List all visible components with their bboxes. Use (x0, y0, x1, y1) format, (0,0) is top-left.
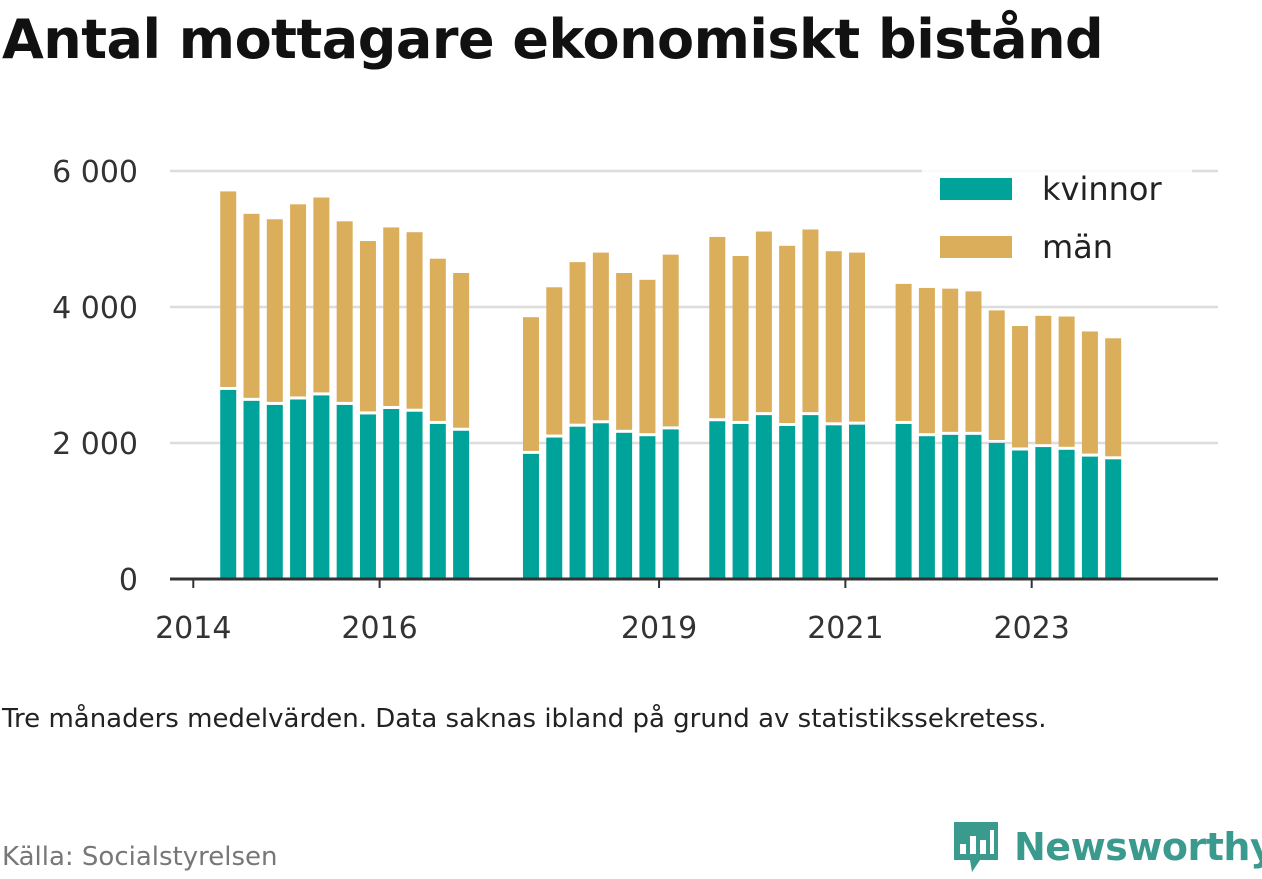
y-tick-label: 6 000 (52, 155, 138, 190)
bar-kvinnor (1105, 459, 1122, 579)
bar-man (522, 317, 539, 451)
bar-man (942, 288, 959, 432)
bar-chart: 0 2 000 4 000 6 000 2014 2016 2019 2021 2023 kv… (52, 155, 1218, 646)
bar-man (383, 227, 400, 406)
bar-kvinnor (569, 426, 586, 579)
bar-man (662, 254, 679, 427)
bar-kvinnor (546, 437, 563, 579)
bar-man (243, 213, 260, 398)
bar-kvinnor (732, 423, 749, 579)
bar-man (825, 251, 842, 423)
bar-kvinnor (290, 399, 307, 579)
bar-man (755, 231, 772, 413)
y-tick-label: 4 000 (52, 291, 138, 326)
bar-man (1081, 331, 1098, 454)
bar-man (988, 310, 1005, 440)
bar-man (1105, 338, 1122, 457)
bar-man (709, 236, 726, 419)
bar-kvinnor (313, 395, 330, 579)
bar-kvinnor (662, 429, 679, 579)
bar-man (732, 256, 749, 421)
bar-kvinnor (359, 414, 376, 579)
newsworthy-logo-icon (954, 822, 998, 872)
x-tick-label: 2023 (994, 611, 1070, 646)
bar-kvinnor (825, 425, 842, 579)
bar-kvinnor (709, 421, 726, 579)
bar-man (895, 283, 912, 421)
bar-kvinnor (918, 436, 935, 579)
bar-kvinnor (1035, 447, 1052, 579)
bar-man (849, 252, 866, 422)
bar-man (220, 191, 237, 387)
bar-man (639, 279, 656, 434)
bar-kvinnor (965, 434, 982, 579)
bar-kvinnor (895, 423, 912, 579)
bar-man (406, 232, 423, 409)
bars (220, 191, 1122, 579)
bar-man (965, 291, 982, 432)
legend-label: kvinnor (1042, 170, 1163, 208)
bar-kvinnor (592, 423, 609, 579)
bar-kvinnor (522, 453, 539, 579)
y-axis-labels: 0 2 000 4 000 6 000 (52, 155, 138, 598)
legend-swatch (940, 236, 1012, 258)
bar-kvinnor (802, 415, 819, 579)
bar-man (616, 273, 633, 430)
bar-kvinnor (336, 404, 353, 579)
bar-kvinnor (1081, 456, 1098, 579)
bar-kvinnor (1058, 449, 1075, 579)
y-tick-label: 0 (119, 563, 138, 598)
bar-kvinnor (406, 411, 423, 579)
bar-man (1035, 315, 1052, 445)
x-tick-label: 2016 (341, 611, 417, 646)
bar-kvinnor (429, 423, 446, 579)
bar-man (359, 241, 376, 412)
bar-man (592, 252, 609, 421)
bar-man (779, 245, 796, 423)
bar-kvinnor (988, 443, 1005, 579)
bar-man (1058, 316, 1075, 447)
bar-man (1012, 326, 1029, 448)
brand[interactable]: Newsworthy (950, 818, 1262, 876)
bar-man (290, 204, 307, 397)
bar-kvinnor (453, 430, 470, 579)
bar-kvinnor (243, 400, 260, 579)
bar-man (918, 287, 935, 434)
bar-kvinnor (942, 434, 959, 579)
bar-man (802, 229, 819, 413)
bar-man (569, 262, 586, 424)
source-label: Källa: Socialstyrelsen (2, 842, 278, 872)
x-tick-label: 2019 (621, 611, 697, 646)
x-axis: 2014 2016 2019 2021 2023 (155, 577, 1218, 646)
bar-man (313, 197, 330, 393)
bar-man (429, 258, 446, 421)
bar-kvinnor (1012, 450, 1029, 579)
bar-kvinnor (383, 409, 400, 579)
bar-man (266, 219, 283, 402)
brand-name: Newsworthy (1014, 825, 1262, 869)
x-tick-label: 2021 (807, 611, 883, 646)
bar-kvinnor (266, 404, 283, 579)
x-tick-label: 2014 (155, 611, 231, 646)
bar-kvinnor (755, 415, 772, 579)
legend-label: män (1042, 228, 1113, 266)
bar-kvinnor (849, 424, 866, 579)
bar-man (336, 221, 353, 402)
bar-man (546, 287, 563, 435)
legend: kvinnor män (922, 168, 1192, 268)
bar-kvinnor (779, 426, 796, 579)
legend-swatch (940, 178, 1012, 200)
bar-kvinnor (639, 436, 656, 579)
bar-kvinnor (616, 432, 633, 579)
chart-note: Tre månaders medelvärden. Data saknas ib… (2, 704, 1047, 734)
bar-man (453, 273, 470, 428)
y-tick-label: 2 000 (52, 427, 138, 462)
bar-kvinnor (220, 389, 237, 579)
chart-title: Antal mottagare ekonomiskt bistånd (2, 8, 1104, 71)
